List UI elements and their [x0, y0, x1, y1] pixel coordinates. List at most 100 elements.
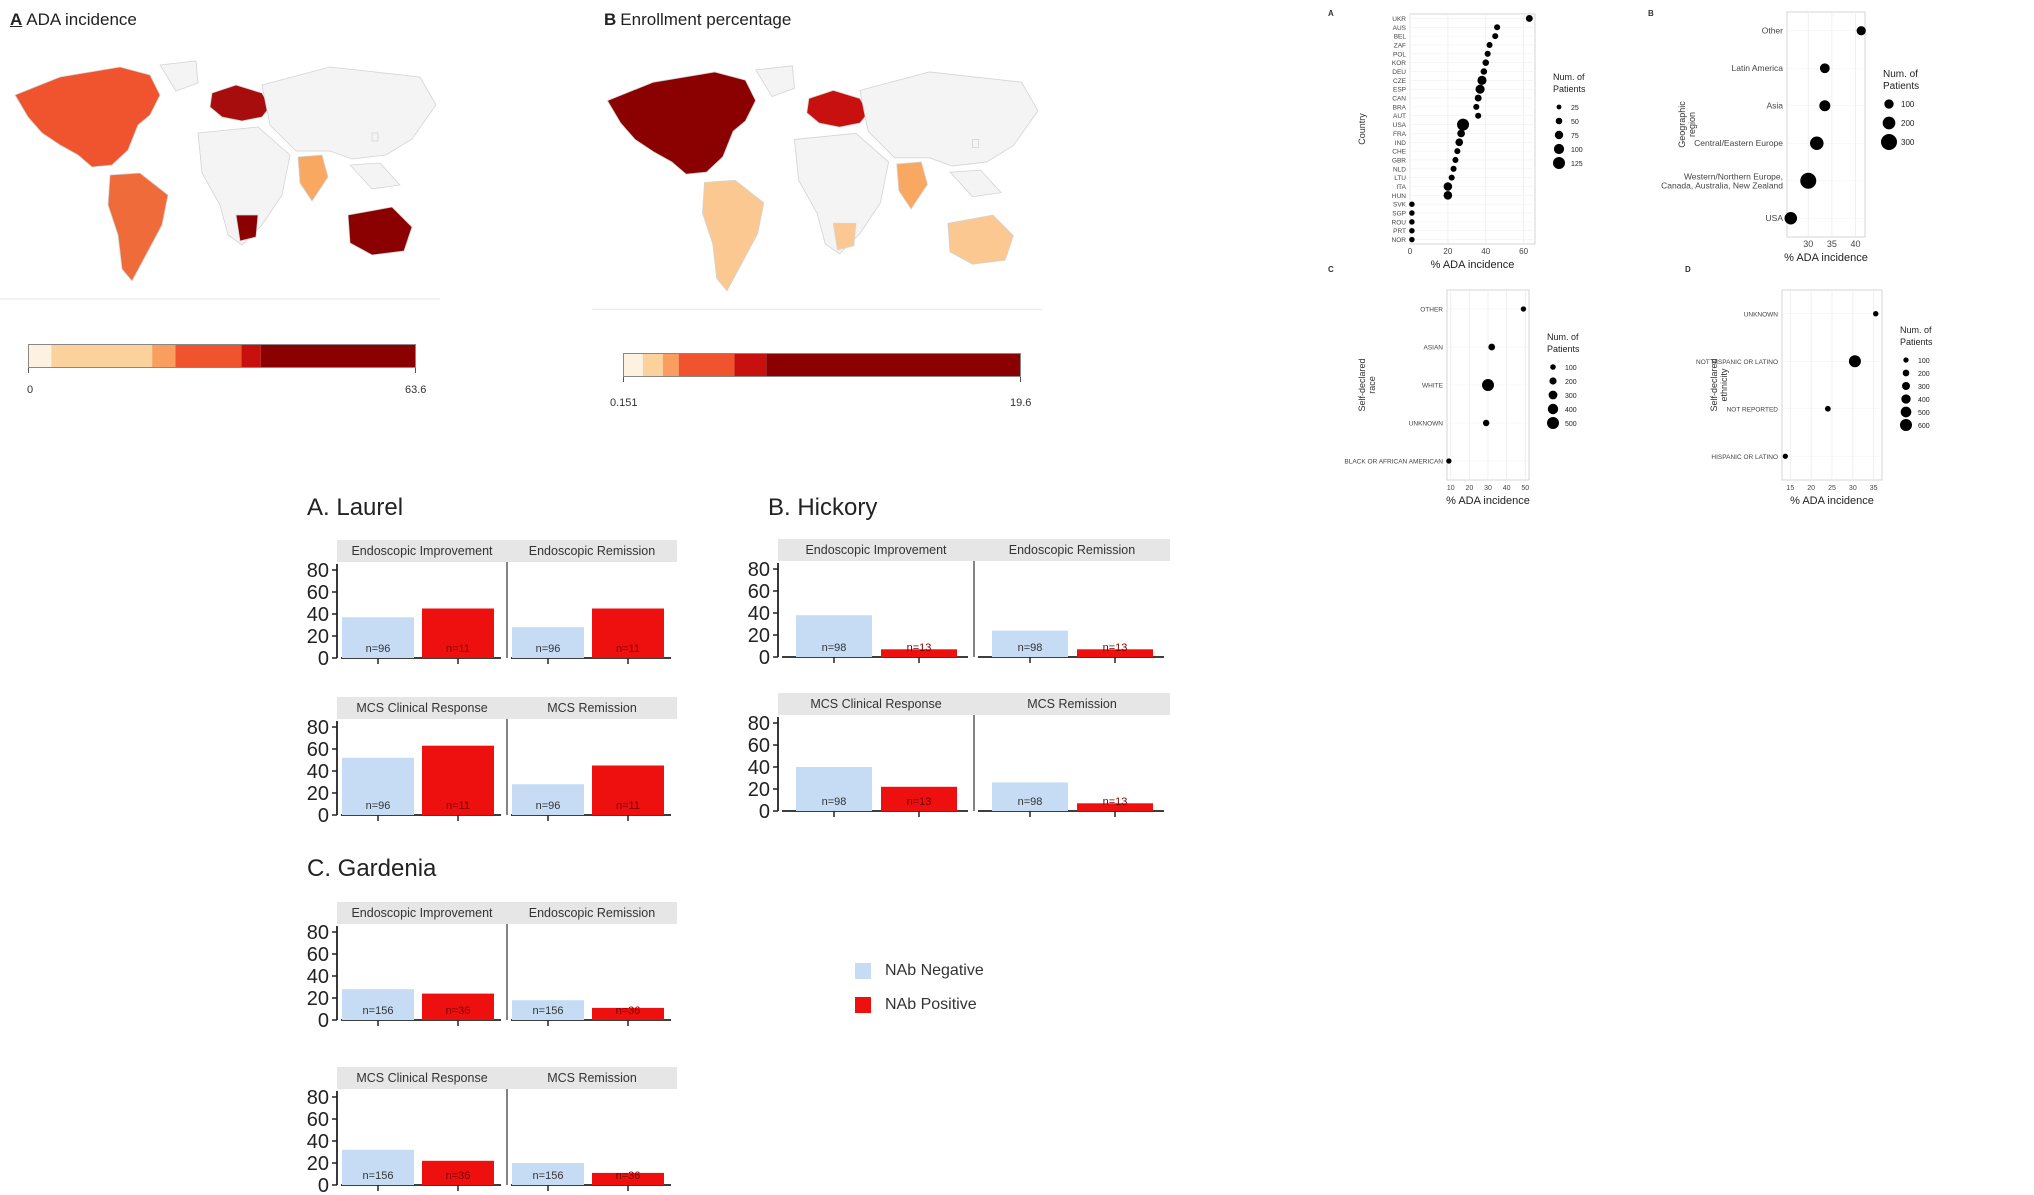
dotplot-point	[1443, 182, 1453, 191]
bar-n-label: n=96	[366, 643, 391, 655]
dotplot-legend-title: Patients	[1883, 81, 1919, 92]
dotplot-category-label: ESP	[1393, 87, 1406, 94]
scale-segment	[766, 353, 1021, 377]
dotplot-legend-label: 300	[1565, 393, 1577, 400]
dotplot-legend-label: 500	[1565, 421, 1577, 428]
dotplot-xlabel: % ADA incidence	[1784, 252, 1868, 264]
dotplot-legend-dot	[1902, 382, 1910, 390]
dotplot-xtick: 40	[1851, 239, 1861, 249]
map-region-australia	[947, 214, 1014, 265]
bar-facet-title: MCS Clinical Response	[810, 697, 941, 711]
dotplot-legend-dot	[1901, 394, 1911, 404]
scale-frame	[28, 344, 416, 368]
bar-n-label: n=98	[822, 796, 847, 808]
dotplot-point	[1477, 75, 1487, 85]
map-region-india	[896, 161, 928, 210]
dotplot-category-label: KOR	[1392, 60, 1406, 67]
dotplot-category-label: CZE	[1393, 78, 1407, 85]
map-region-greenland	[754, 65, 795, 97]
bar-n-label: n=96	[536, 643, 561, 655]
dotplot-category-label: Asia	[1766, 100, 1783, 110]
dotplot-legend-dot	[1900, 406, 1912, 418]
bar-ytick-label: 20	[307, 1153, 329, 1175]
dotplot-category-label: Latin America	[1732, 63, 1784, 73]
dotplot-category-label: POL	[1393, 51, 1406, 58]
map-region-north-america	[606, 71, 757, 175]
dotplot-legend-dot	[1549, 377, 1557, 385]
scale-a-max: 63.6	[405, 384, 427, 396]
dotplot-point	[1484, 50, 1491, 57]
map-a-title: A ADA incidence	[10, 10, 137, 29]
dotplot-category-label: HUN	[1392, 193, 1406, 200]
bar-facet-header	[974, 539, 1170, 561]
dotplot-legend-label: 100	[1571, 147, 1583, 154]
bar-facet-header	[337, 540, 507, 562]
dotplot-point	[1486, 41, 1493, 48]
legend-negative-label: NAb Negative	[885, 962, 984, 979]
bar-n-label: n=96	[536, 800, 561, 812]
bar-negative	[512, 627, 584, 658]
dotplot-point	[1520, 306, 1527, 312]
dotplot-b: B 30 35 40 Other Latin America Asia Central/Eas…	[1648, 9, 1919, 264]
bar-n-label: n=11	[616, 643, 640, 655]
bar-ytick-label: 80	[748, 713, 770, 735]
bar-positive	[1077, 649, 1153, 657]
dotplot-legend-label: 75	[1571, 133, 1579, 140]
map-region-south-america	[702, 179, 765, 292]
bar-negative	[992, 782, 1068, 811]
dotplot-panel-letter: A	[1328, 9, 1334, 18]
legend-positive-label: NAb Positive	[885, 996, 977, 1013]
bar-facet-header	[337, 902, 507, 924]
bar-facet-header	[507, 902, 677, 924]
scale-frame	[623, 353, 1021, 377]
dotplot-c: C 10 20 30 40 50 OTHER ASIAN WHITE UNKNOWN BLACK O…	[1328, 265, 1580, 507]
dotplot-ylabel: Self-declaredethnicity	[1709, 358, 1729, 411]
dotplot-category-label: AUT	[1393, 113, 1406, 120]
dotplot-category-label: PRT	[1393, 228, 1406, 235]
bar-positive	[422, 745, 494, 815]
bar-ytick-label: 80	[307, 1087, 329, 1109]
dotplot-category-label: BEL	[1394, 34, 1407, 41]
bar-ytick-label: 40	[307, 1131, 329, 1153]
map-region-asia	[261, 66, 437, 160]
dotplot-xlabel: % ADA incidence	[1431, 259, 1515, 271]
bar-negative	[342, 617, 414, 658]
bar-positive	[592, 1172, 664, 1185]
bar-n-label: n=156	[533, 1170, 564, 1182]
bar-facet-title: MCS Clinical Response	[356, 701, 487, 715]
dotplot-xtick: 30	[1849, 485, 1857, 492]
dotplot-point	[1488, 343, 1496, 351]
bar-facet-title: Endoscopic Remission	[529, 544, 655, 558]
dotplot-legend-label: 50	[1571, 119, 1579, 126]
dotplot-category-label: Western/Northern Europe, Canada, Australi…	[1661, 171, 1783, 190]
legend-negative-swatch	[855, 963, 871, 979]
dotplot-xtick: 30	[1803, 239, 1813, 249]
bar-legend: NAb Negative NAb Positive	[855, 962, 984, 1014]
dotplot-legend-title: Num. of	[1553, 72, 1585, 82]
dotplot-category-label: AUS	[1393, 25, 1407, 32]
map-region-europe	[806, 89, 869, 128]
scale-segment	[51, 344, 153, 368]
bar-facet-header	[507, 697, 677, 719]
bar-ytick-label: 0	[759, 647, 770, 664]
bar-facet-header	[778, 693, 974, 715]
dotplot-point	[1482, 379, 1494, 391]
bar-ytick-label: 20	[748, 625, 770, 647]
bar-n-label: n=36	[446, 1170, 471, 1182]
color-scale-a	[28, 344, 416, 373]
scale-segment	[662, 353, 679, 377]
dotplot-legend-label: 300	[1901, 138, 1915, 147]
bar-ytick-label: 20	[307, 988, 329, 1010]
dotplot-category-label: UNKNOWN	[1409, 421, 1444, 428]
bar-n-label: n=11	[446, 800, 470, 812]
legend-negative: NAb Negative	[855, 962, 984, 980]
scale-a-min: 0	[27, 384, 34, 396]
bar-negative	[796, 767, 872, 811]
bar-negative	[512, 784, 584, 815]
dotplot-legend-title: Num. of	[1900, 325, 1932, 335]
scale-b-min: 0.151	[610, 397, 638, 409]
scale-segment	[642, 353, 663, 377]
bar-n-label: n=98	[1018, 796, 1043, 808]
bar-n-label: n=11	[446, 643, 470, 655]
bar-positive	[592, 1007, 664, 1020]
